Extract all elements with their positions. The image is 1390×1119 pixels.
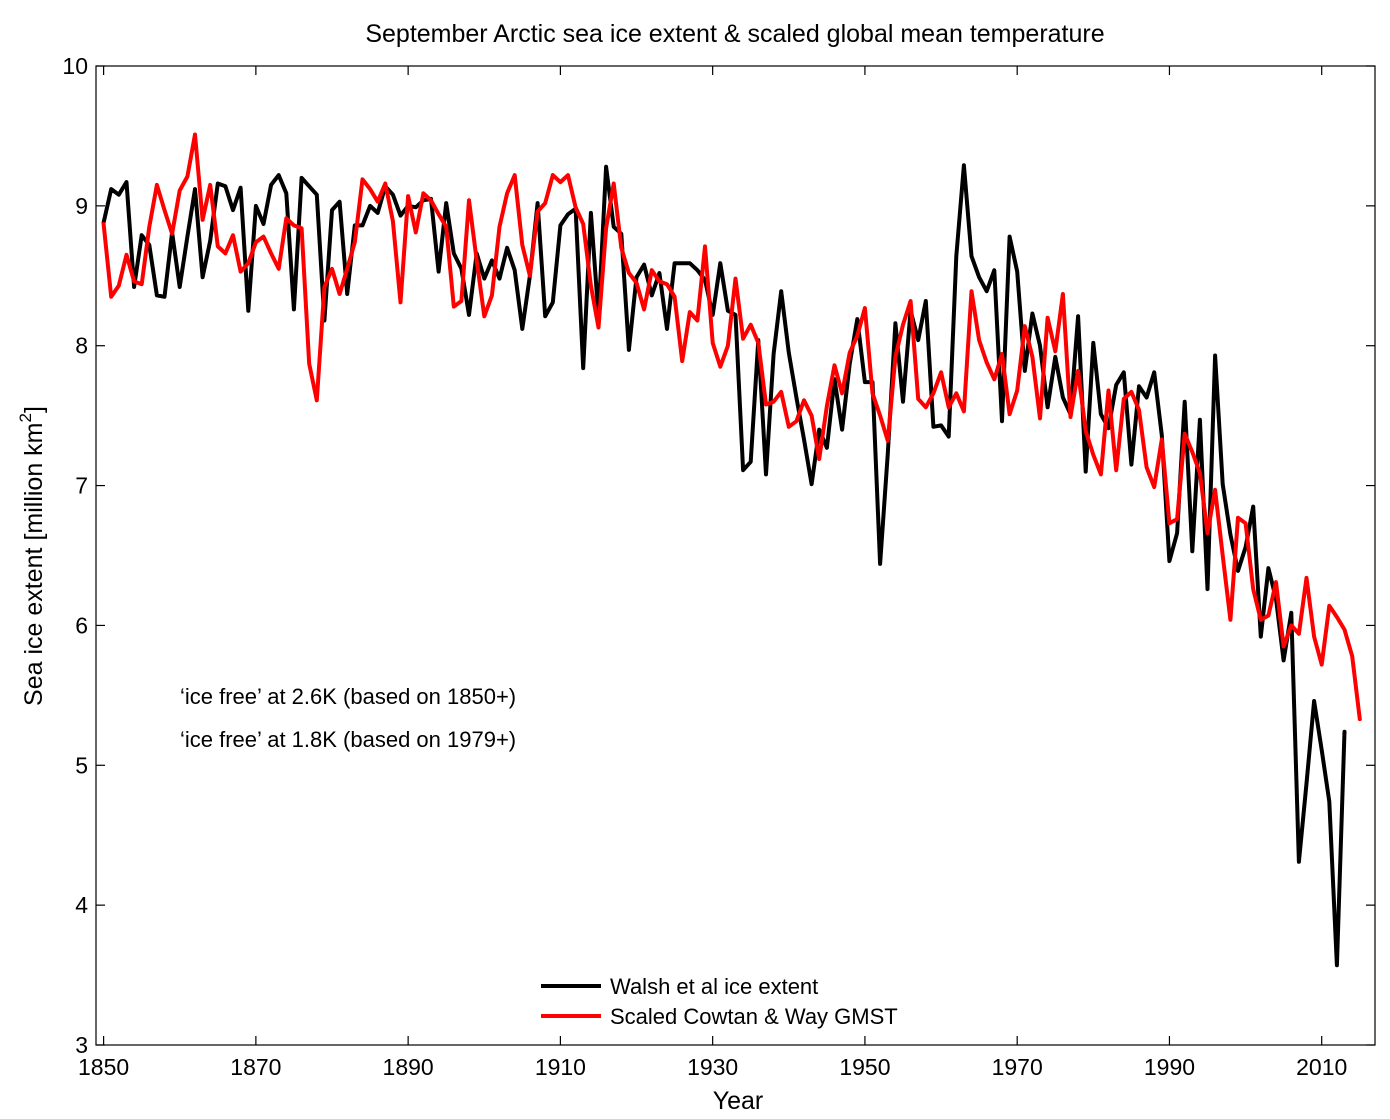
x-tick-label: 1850: [78, 1054, 129, 1080]
y-tick-label: 7: [75, 473, 88, 499]
axis-ticks: 1850 1870 1890 1910 1930 1950 1970 1990 2010 3 4 5 6…: [62, 53, 1375, 1080]
series-lines: [101, 132, 1362, 968]
y-tick-label: 4: [75, 892, 88, 918]
x-tick-label: 2010: [1296, 1054, 1347, 1080]
x-tick-label: 1890: [383, 1054, 434, 1080]
y-axis-label: Sea ice extent [million km2]: [16, 406, 48, 706]
axes-frame: [95, 65, 1376, 1046]
legend-label-walsh: Walsh et al ice extent: [610, 974, 818, 999]
x-axis-label: Year: [713, 1087, 764, 1115]
y-axis-label-sup: 2: [16, 413, 35, 422]
y-tick-label: 6: [75, 612, 88, 638]
legend: Walsh et al ice extent Scaled Cowtan & W…: [541, 974, 898, 1029]
annotation-1850: ‘ice free’ at 2.6K (based on 1850+): [180, 684, 516, 709]
x-tick-label: 1950: [839, 1054, 890, 1080]
series-line-scaled-cowtan-way-gmst: [101, 132, 1362, 722]
x-tick-label: 1970: [992, 1054, 1043, 1080]
series-line-walsh-ice-extent: [101, 163, 1347, 968]
y-tick-label: 10: [62, 53, 88, 79]
chart-title: September Arctic sea ice extent & scaled…: [365, 20, 1104, 48]
x-tick-label: 1990: [1144, 1054, 1195, 1080]
legend-label-cowtan-way: Scaled Cowtan & Way GMST: [610, 1004, 898, 1029]
x-tick-label: 1870: [230, 1054, 281, 1080]
y-tick-label: 5: [75, 752, 88, 778]
y-tick-label: 9: [75, 193, 88, 219]
annotation-1979: ‘ice free’ at 1.8K (based on 1979+): [180, 727, 516, 752]
y-tick-label: 8: [75, 333, 88, 359]
x-tick-label: 1930: [687, 1054, 738, 1080]
y-tick-label: 3: [75, 1032, 88, 1058]
x-tick-label: 1910: [535, 1054, 586, 1080]
y-axis-label-end: ]: [20, 406, 48, 413]
y-axis-label-main: Sea ice extent [million km: [20, 422, 48, 705]
